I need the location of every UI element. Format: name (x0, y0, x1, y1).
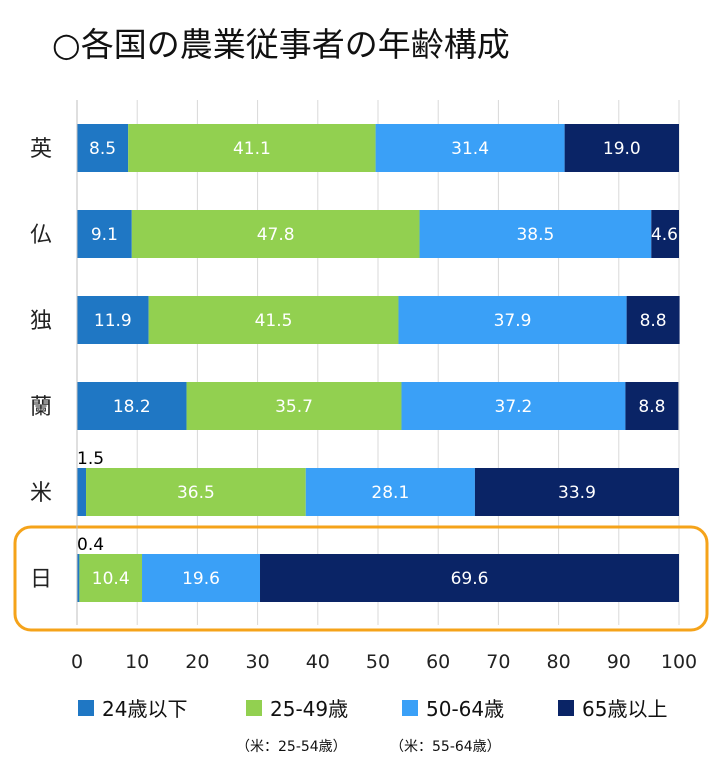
x-tick-label-0: 0 (71, 651, 83, 673)
bar-france-25-49 (131, 210, 420, 258)
data-label-japan-65-plus: 69.6 (451, 569, 489, 589)
category-label-usa: 米 (30, 481, 52, 506)
category-label-japan: 日 (30, 567, 52, 592)
data-label-usa-65-plus: 33.9 (558, 483, 596, 503)
bar-france-50-64 (419, 210, 652, 258)
legend-label-50-64: 50-64歳 (426, 697, 505, 721)
bar-germany-under-24 (77, 296, 149, 344)
x-tick-label-70: 70 (486, 651, 510, 673)
bar-japan-under-24 (77, 554, 80, 602)
category-label-uk: 英 (30, 137, 52, 162)
bar-germany-50-64 (398, 296, 627, 344)
bar-netherlands-50-64 (401, 382, 626, 430)
bar-netherlands-65-plus (625, 382, 679, 430)
x-tick-label-20: 20 (185, 651, 209, 673)
data-label-japan-under-24: 0.4 (77, 535, 104, 555)
bar-netherlands-under-24 (77, 382, 187, 430)
bar-usa-50-64 (305, 468, 475, 516)
bar-uk-50-64 (375, 124, 565, 172)
bar-germany-25-49 (148, 296, 399, 344)
data-label-netherlands-under-24: 18.2 (113, 397, 151, 417)
data-label-france-65-plus: 4.6 (651, 225, 678, 245)
x-tick-label-50: 50 (366, 651, 390, 673)
bar-uk-under-24 (77, 124, 129, 172)
legend-swatch-under-24 (78, 699, 94, 716)
data-label-uk-25-49: 41.1 (233, 139, 271, 159)
data-label-germany-under-24: 11.9 (94, 311, 132, 331)
legend-swatch-65-plus (558, 699, 574, 716)
data-label-netherlands-25-49: 35.7 (275, 397, 313, 417)
data-label-uk-under-24: 8.5 (89, 139, 116, 159)
category-label-france: 仏 (30, 223, 52, 248)
legend-item-under-24: 24歳以下 (78, 693, 187, 722)
bar-japan-65-plus (260, 554, 679, 602)
x-tick-label-30: 30 (246, 651, 270, 673)
bar-japan-25-49 (79, 554, 143, 602)
data-label-france-under-24: 9.1 (91, 225, 118, 245)
legend-note-55-64: （米：55-64歳） (390, 739, 501, 755)
data-label-uk-50-64: 31.4 (451, 139, 489, 159)
bar-france-65-plus (651, 210, 679, 258)
legend-item-25-49: 25-49歳 (246, 693, 348, 722)
bar-uk-65-plus (564, 124, 679, 172)
data-label-germany-65-plus: 8.8 (640, 311, 667, 331)
legend-label-25-49: 25-49歳 (270, 697, 349, 721)
bar-france-under-24 (77, 210, 132, 258)
legend-label-under-24: 24歳以下 (102, 697, 188, 721)
data-label-usa-25-49: 36.5 (177, 483, 215, 503)
data-label-germany-25-49: 41.5 (255, 311, 293, 331)
highlight-box-japan (13, 525, 709, 632)
bar-usa-25-49 (86, 468, 306, 516)
data-label-france-50-64: 38.5 (516, 225, 554, 245)
x-tick-label-10: 10 (125, 651, 149, 673)
legend-label-65-plus: 65歳以上 (582, 697, 668, 721)
chart-title: ○各国の農業従事者の年齢構成 (52, 25, 510, 64)
x-tick-label-100: 100 (661, 651, 697, 673)
bar-uk-25-49 (128, 124, 376, 172)
data-label-uk-65-plus: 19.0 (603, 139, 641, 159)
bar-netherlands-25-49 (186, 382, 402, 430)
data-label-usa-under-24: 1.5 (77, 449, 104, 469)
bar-usa-under-24 (77, 468, 87, 516)
data-label-netherlands-50-64: 37.2 (495, 397, 533, 417)
legend-swatch-50-64 (402, 699, 418, 716)
legend-item-50-64: 50-64歳 (402, 693, 504, 722)
bar-usa-65-plus (474, 468, 679, 516)
data-label-germany-50-64: 37.9 (494, 311, 532, 331)
data-label-japan-50-64: 19.6 (182, 569, 220, 589)
data-label-usa-50-64: 28.1 (371, 483, 409, 503)
bar-japan-50-64 (142, 554, 261, 602)
legend-swatch-25-49 (246, 699, 262, 716)
data-label-netherlands-65-plus: 8.8 (638, 397, 665, 417)
bar-germany-65-plus (626, 296, 680, 344)
legend-item-65-plus: 65歳以上 (558, 693, 667, 722)
x-tick-label-40: 40 (306, 651, 330, 673)
x-tick-label-60: 60 (426, 651, 450, 673)
category-label-germany: 独 (30, 309, 52, 334)
data-label-france-25-49: 47.8 (257, 225, 295, 245)
x-tick-label-90: 90 (607, 651, 631, 673)
legend-note-25-54: （米：25-54歳） (236, 739, 347, 755)
data-label-japan-25-49: 10.4 (92, 569, 130, 589)
x-tick-label-80: 80 (547, 651, 571, 673)
category-label-netherlands: 蘭 (30, 395, 52, 420)
